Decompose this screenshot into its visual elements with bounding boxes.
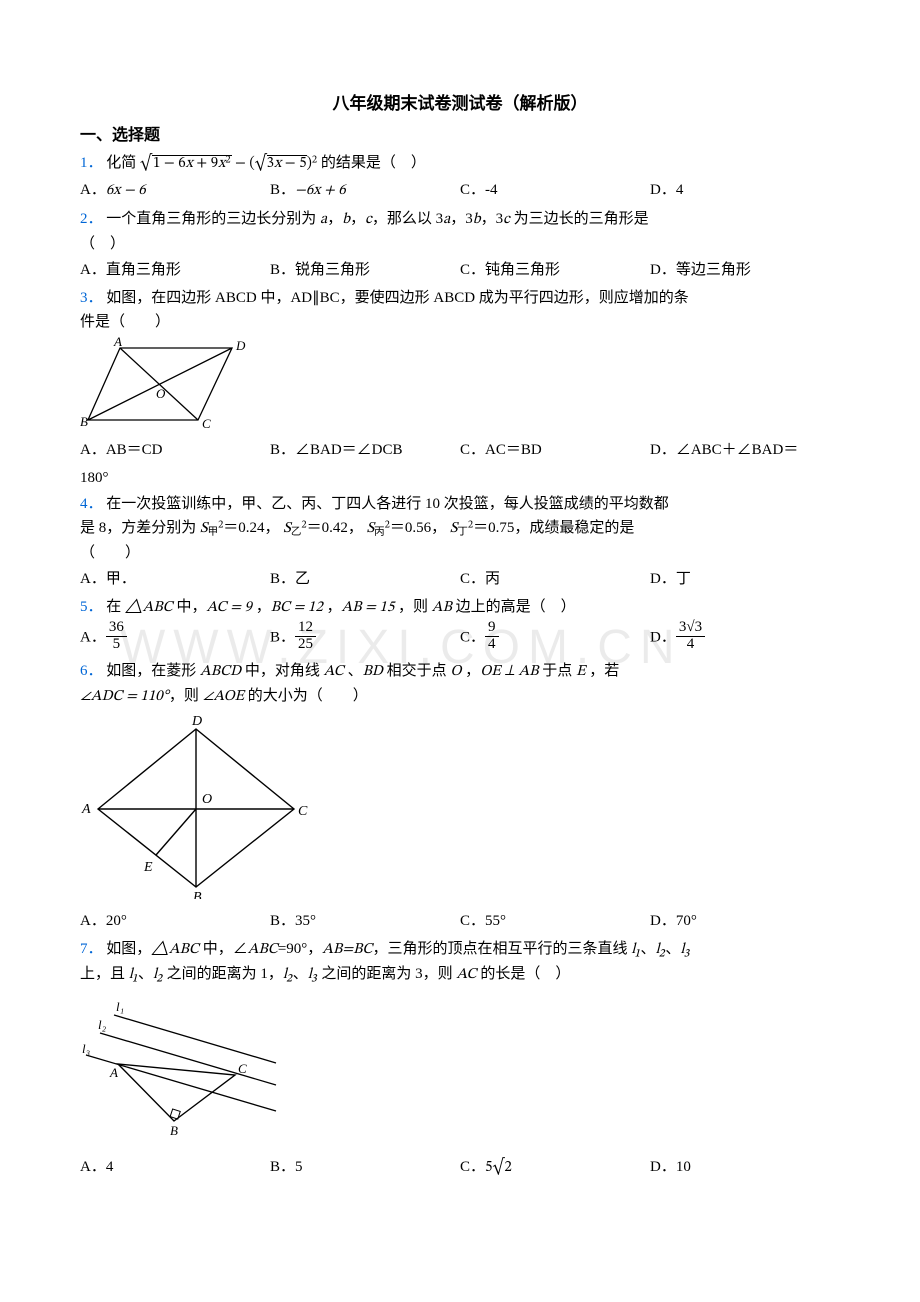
page-title: 八年级期末试卷测试卷（解析版） xyxy=(80,90,840,117)
q2-optA: A．直角三角形 xyxy=(80,258,270,282)
q5-optC: C．94 xyxy=(460,622,650,655)
svg-text:A: A xyxy=(81,802,91,817)
svg-text:l₃: l₃ xyxy=(82,1041,90,1056)
q3-options: A．AB＝CD B．∠BAD＝∠DCB C．AC＝BD D．∠ABC＋∠BAD＝ xyxy=(80,438,840,462)
q6-figure: A B C D O E xyxy=(80,711,840,907)
q3-svg: A B C D O xyxy=(80,336,252,428)
svg-text:E: E xyxy=(143,860,153,875)
section-heading: 一、选择题 xyxy=(80,123,840,149)
q7-svg: l₁ l₂ l₃ A B C xyxy=(80,997,280,1137)
q4-optB: B．乙 xyxy=(270,567,460,591)
q7-options: A．4 B．5 C．5√2 D．10 xyxy=(80,1155,840,1180)
svg-text:O: O xyxy=(156,386,166,401)
q1-optC: C．-4 xyxy=(460,178,650,203)
q4-options: A．甲． B．乙 C．丙 D．丁 xyxy=(80,567,840,591)
svg-text:C: C xyxy=(202,416,211,428)
q4-optD: D．丁 xyxy=(650,567,840,591)
q3-figure: A B C D O xyxy=(80,336,840,436)
q6-optB: B．35° xyxy=(270,909,460,933)
q2-options: A．直角三角形 B．锐角三角形 C．钝角三角形 D．等边三角形 xyxy=(80,258,840,282)
qnum-4: 4． xyxy=(80,496,103,512)
q6-options: A．20° B．35° C．55° D．70° xyxy=(80,909,840,933)
svg-text:B: B xyxy=(80,414,88,428)
q2-optB: B．锐角三角形 xyxy=(270,258,460,282)
q1-optD: D．4 xyxy=(650,178,840,203)
svg-text:B: B xyxy=(170,1123,178,1137)
svg-text:O: O xyxy=(202,792,212,807)
q3-optC: C．AC＝BD xyxy=(460,438,650,462)
q3-optA: A．AB＝CD xyxy=(80,438,270,462)
q1-lead: 化简 xyxy=(106,155,136,171)
svg-text:A: A xyxy=(109,1065,118,1080)
svg-text:D: D xyxy=(191,714,202,729)
q1-optA: A．6x − 6 xyxy=(80,178,270,203)
q6-svg: A B C D O E xyxy=(80,711,310,899)
svg-text:B: B xyxy=(193,890,202,899)
question-5: 5． 在 △ABC 中，AC = 9 ，BC = 12 ，AB = 15 ，则 … xyxy=(80,595,840,620)
qnum-7: 7． xyxy=(80,941,103,957)
qnum-2: 2． xyxy=(80,211,103,227)
q3-optD: D．∠ABC＋∠BAD＝ xyxy=(650,438,840,462)
q1-expr: √1 − 6x + 9x2 − (√3x − 5)2 xyxy=(140,156,317,171)
q5-optB: B．1225 xyxy=(270,622,460,655)
q6-optD: D．70° xyxy=(650,909,840,933)
svg-text:l₁: l₁ xyxy=(116,999,124,1014)
q5-optD: D．3√34 xyxy=(650,622,840,655)
q2-optC: C．钝角三角形 xyxy=(460,258,650,282)
q6-optC: C．55° xyxy=(460,909,650,933)
question-6: 6． 如图，在菱形 ABCD 中，对角线 AC 、BD 相交于点 O ，OE ⊥… xyxy=(80,659,840,709)
question-4: 4． 在一次投篮训练中，甲、乙、丙、丁四人各进行 10 次投篮，每人投篮成绩的平… xyxy=(80,492,840,565)
q3-optD-tail: 180° xyxy=(80,466,840,490)
q3-optB: B．∠BAD＝∠DCB xyxy=(270,438,460,462)
svg-text:A: A xyxy=(113,336,122,349)
q5-options: A．365 B．1225 C．94 D．3√34 xyxy=(80,622,840,655)
q7-optB: B．5 xyxy=(270,1155,460,1180)
q7-figure: l₁ l₂ l₃ A B C xyxy=(80,997,840,1145)
q7-optD: D．10 xyxy=(650,1155,840,1180)
svg-text:C: C xyxy=(238,1061,247,1076)
q7-optA: A．4 xyxy=(80,1155,270,1180)
q4-optC: C．丙 xyxy=(460,567,650,591)
question-3: 3． 如图，在四边形 ABCD 中，AD∥BC，要使四边形 ABCD 成为平行四… xyxy=(80,286,840,334)
qnum-1: 1． xyxy=(80,155,103,171)
q4-optA: A．甲． xyxy=(80,567,270,591)
qnum-3: 3． xyxy=(80,290,103,306)
q1-options: A．6x − 6 B．−6x + 6 C．-4 D．4 xyxy=(80,178,840,203)
svg-text:l₂: l₂ xyxy=(98,1017,107,1032)
question-7: 7． 如图，△ABC 中，∠ABC=90°，AB=BC，三角形的顶点在相互平行的… xyxy=(80,937,840,987)
svg-text:D: D xyxy=(235,338,246,353)
q2-optD: D．等边三角形 xyxy=(650,258,840,282)
svg-text:C: C xyxy=(298,804,308,819)
question-2: 2． 一个直角三角形的三边长分别为 a，b，c，那么以 3a，3b，3c 为三边… xyxy=(80,207,840,256)
q7-optC: C．5√2 xyxy=(460,1155,650,1180)
question-1: 1． 化简 √1 − 6x + 9x2 − (√3x − 5)2 的结果是（ ） xyxy=(80,151,840,176)
q1-optB: B．−6x + 6 xyxy=(270,178,460,203)
qnum-6: 6． xyxy=(80,663,103,679)
q6-optA: A．20° xyxy=(80,909,270,933)
q1-right: 的结果是（ ） xyxy=(321,155,426,171)
q5-optA: A．365 xyxy=(80,622,270,655)
qnum-5: 5． xyxy=(80,599,103,615)
